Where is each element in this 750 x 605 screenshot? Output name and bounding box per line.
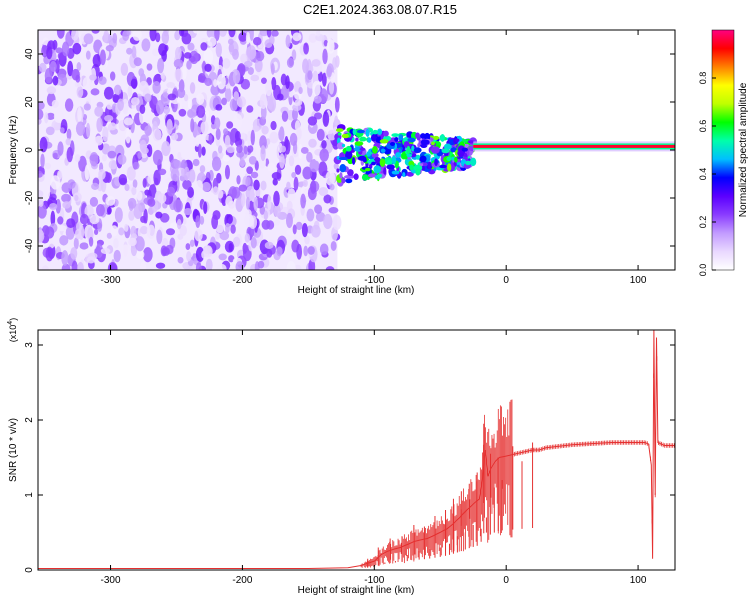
- colorbar-ticks: 0.0 0.2 0.4 0.6 0.8: [698, 72, 716, 277]
- colorbar-tick-label: 0.2: [698, 216, 708, 229]
- snr-multiplier-exponent: 4: [7, 321, 14, 325]
- spectrogram-y-tick-label: -20: [24, 190, 35, 205]
- spectrogram-y-tick-label: 40: [24, 48, 35, 60]
- snr-y-tick-label: 2: [24, 417, 35, 423]
- colorbar-tick-label: 0.6: [698, 120, 708, 133]
- snr-panel: -300 -200 -100 0 100 0 1 2 3 Height of straight…: [7, 318, 676, 596]
- spectrogram-x-tick-label: -100: [364, 275, 384, 286]
- spectrogram-y-tick-label: 20: [24, 96, 35, 108]
- spectrogram-y-ticks: -40 -20 0 20 40: [24, 48, 675, 253]
- snr-x-ticks: -300 -200 -100 0 100: [101, 330, 647, 586]
- snr-x-tick-label: -200: [232, 575, 252, 586]
- heatmap-region-1: [38, 30, 342, 270]
- snr-multiplier: (x104): [7, 318, 18, 342]
- heatmap-region-2: [333, 124, 478, 187]
- snr-y-tick-label: 3: [24, 342, 35, 348]
- snr-x-tick-label: 100: [630, 575, 647, 586]
- snr-series-line: [38, 330, 675, 569]
- spectrogram-y-label: Frequency (Hz): [8, 116, 19, 185]
- colorbar-tick-label: 0.4: [698, 168, 708, 181]
- spectrogram-x-ticks: -300 -200 -100 0 100: [101, 30, 647, 286]
- snr-multiplier-close: ): [8, 318, 18, 321]
- colorbar-tick-label: 0.8: [698, 72, 708, 85]
- spectrogram-x-label: Height of straight line (km): [298, 285, 415, 296]
- figure-title: C2E1.2024.363.08.07.R15: [303, 2, 457, 17]
- snr-x-tick-label: -100: [364, 575, 384, 586]
- snr-noise-spikes: [360, 356, 675, 568]
- colorbar-label: Normalized spectral amplitude: [738, 82, 749, 217]
- snr-multiplier-base: (x10: [8, 325, 18, 343]
- snr-y-tick-label: 1: [24, 492, 35, 498]
- heatmap-region-3: [473, 141, 675, 152]
- snr-x-label: Height of straight line (km): [298, 585, 415, 596]
- snr-x-tick-label: -300: [101, 575, 121, 586]
- snr-x-tick-label: 0: [503, 575, 509, 586]
- colorbar-tick-label: 0.0: [698, 264, 708, 277]
- spectrogram-y-tick-label: 0: [24, 147, 35, 153]
- spectrogram-heatmap: [38, 30, 675, 270]
- spectrogram-x-tick-label: 100: [630, 275, 647, 286]
- snr-y-ticks: 0 1 2 3: [24, 342, 675, 573]
- colorbar-scale: [711, 29, 735, 271]
- snr-y-tick-label: 0: [24, 567, 35, 573]
- spectrogram-x-tick-label: 0: [503, 275, 509, 286]
- colorbar: 0.0 0.2 0.4 0.6 0.8 Normalized spectral ampl…: [698, 29, 749, 277]
- spectrogram-x-tick-label: -200: [232, 275, 252, 286]
- spectrogram-y-tick-label: -40: [24, 238, 35, 253]
- snr-y-label: SNR (10 * v/v): [8, 418, 19, 482]
- spectrogram-x-tick-label: -300: [101, 275, 121, 286]
- snr-frame: [37, 329, 676, 571]
- snr-line-group: [38, 330, 675, 569]
